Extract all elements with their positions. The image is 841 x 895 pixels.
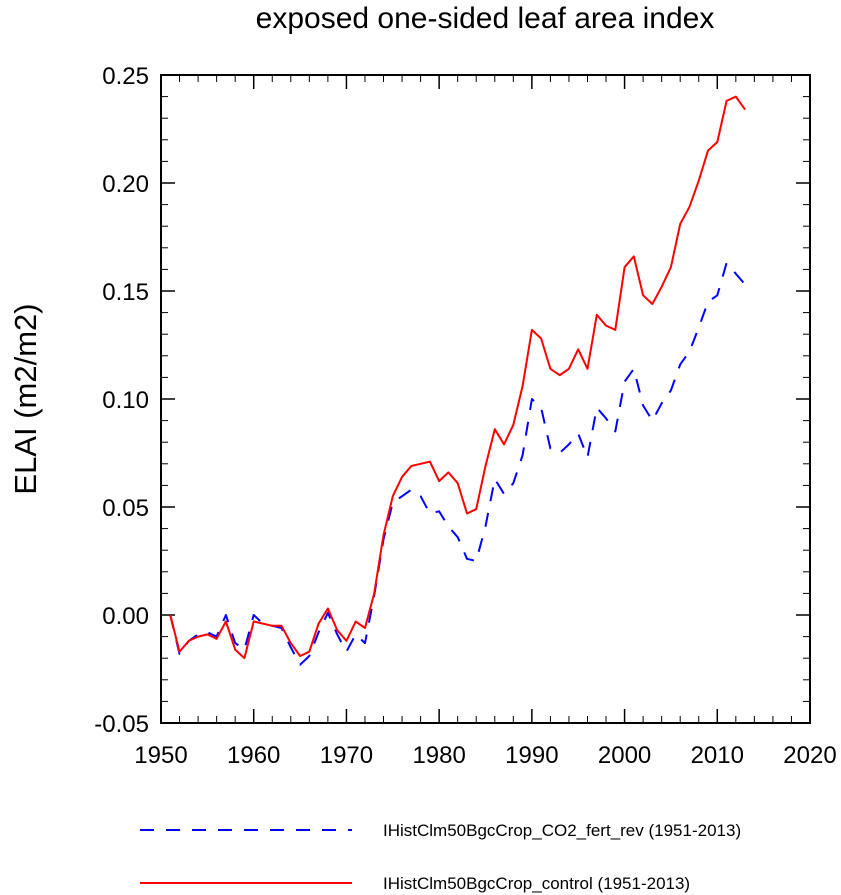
x-tick-label: 1970 — [320, 742, 373, 769]
x-tick-label: 1960 — [227, 742, 280, 769]
y-tick-label: 0.05 — [102, 495, 149, 522]
y-tick-labels: -0.05 0.00 0.05 0.10 0.15 0.20 0.25 — [94, 63, 149, 738]
y-tick-label: 0.25 — [102, 63, 149, 90]
x-tick-label: 1990 — [505, 742, 558, 769]
x-tick-labels: 1950 1960 1970 1980 1990 2000 2010 2020 — [134, 742, 836, 769]
x-tick-label: 1980 — [412, 742, 465, 769]
y-tick-label: -0.05 — [94, 711, 149, 738]
series-line-1 — [169, 95, 746, 660]
legend-label-co2-fert-rev: IHistClm50BgcCrop_CO2_fert_rev (1951-201… — [383, 821, 741, 840]
x-tick-label: 1950 — [134, 742, 187, 769]
y-tick-label: 0.10 — [102, 387, 149, 414]
x-tick-label: 2020 — [783, 742, 836, 769]
y-axis-label: ELAI (m2/m2) — [8, 303, 43, 494]
legend-label-control: IHistClm50BgcCrop_control (1951-2013) — [383, 874, 690, 893]
series-lines — [169, 95, 746, 666]
y-tick-label: 0.00 — [102, 603, 149, 630]
x-tick-label: 2010 — [691, 742, 744, 769]
y-tick-label: 0.15 — [102, 279, 149, 306]
series-line-0 — [169, 261, 746, 666]
x-tick-label: 2000 — [598, 742, 651, 769]
legend: IHistClm50BgcCrop_CO2_fert_rev (1951-201… — [140, 821, 741, 893]
y-tick-label: 0.20 — [102, 171, 149, 198]
chart-title: exposed one-sided leaf area index — [256, 2, 715, 35]
plot-frame — [160, 74, 811, 724]
axis-ticks — [160, 74, 811, 724]
